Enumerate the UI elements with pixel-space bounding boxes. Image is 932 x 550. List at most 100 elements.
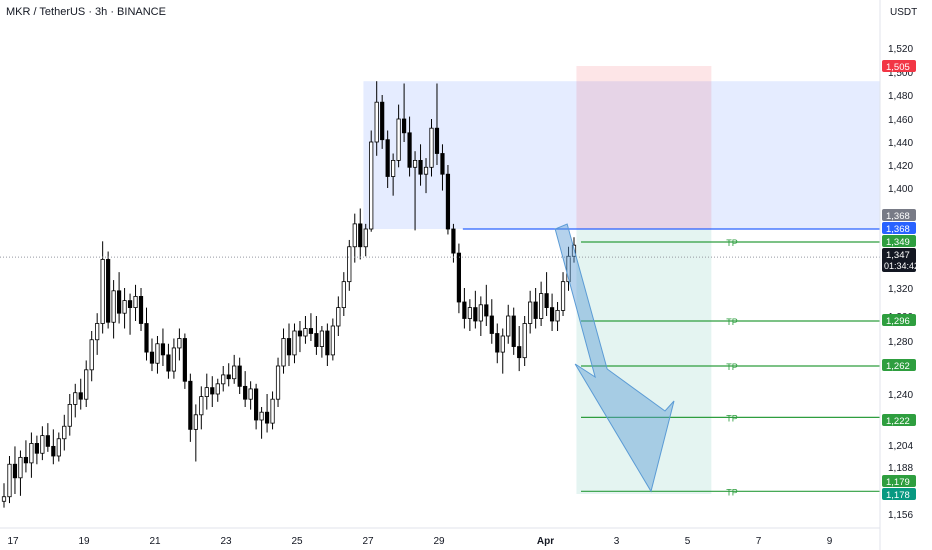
candle (500, 328, 505, 374)
candle (451, 223, 456, 263)
candle-body (451, 228, 456, 254)
candle-body (286, 338, 292, 356)
time-tick-label: 7 (756, 536, 762, 547)
price-tag: 1,505 (882, 60, 916, 73)
currency-label: USDT (890, 7, 918, 18)
time-axis: 17 19 21 23 25 27 29 Apr 3 5 7 9 (7, 536, 832, 547)
candle (45, 423, 50, 452)
candle (363, 223, 368, 257)
time-tick-label: 3 (614, 536, 620, 547)
price-tick-label: 1,400 (888, 184, 913, 195)
candle (391, 153, 396, 196)
candle-body (270, 398, 275, 424)
candle-body (281, 338, 286, 367)
candle-body (418, 159, 423, 175)
time-tick-label: Apr (537, 536, 554, 547)
candle (12, 446, 18, 494)
candle-body (89, 339, 94, 371)
price-tag-text: 1,505 (886, 62, 910, 73)
candle (51, 429, 56, 465)
candle (297, 321, 303, 353)
candle-body (369, 141, 374, 230)
candle-body (445, 173, 451, 230)
candle (374, 81, 379, 156)
candle (412, 151, 418, 231)
candle (133, 284, 138, 321)
candle-body (539, 293, 544, 319)
candle (232, 354, 237, 384)
candle-body (111, 290, 116, 323)
candle (489, 299, 494, 344)
candle (330, 318, 335, 361)
candle (106, 251, 111, 329)
candle-body (401, 118, 407, 134)
candle (155, 336, 160, 374)
candle-body (522, 323, 527, 359)
price-tag-bg (882, 488, 916, 500)
candle-body (517, 346, 522, 359)
candle-body (292, 330, 297, 356)
tp-label: TP (726, 362, 738, 372)
candle-body (34, 443, 39, 454)
candle (160, 328, 166, 366)
candle (23, 440, 29, 473)
price-tick-label: 1,460 (888, 115, 913, 126)
down-arrow-drawing (554, 223, 675, 493)
candle (73, 383, 78, 418)
candle (127, 293, 133, 335)
candle-body (566, 255, 571, 283)
candle (243, 371, 248, 407)
price-tag: 1,222 (882, 414, 916, 427)
candle-body (571, 244, 577, 257)
price-tag: 1,179 (882, 475, 916, 488)
candle-body (489, 315, 494, 334)
candle-body (396, 118, 401, 161)
candle-body (160, 343, 166, 356)
target-zone (576, 229, 712, 494)
candle-body (506, 315, 511, 337)
candle-body (78, 392, 83, 400)
candle-body (226, 374, 231, 380)
time-tick-label: 23 (220, 536, 232, 547)
candle-body (495, 333, 500, 353)
tp-label: TP (726, 487, 738, 497)
candle-body (133, 295, 138, 308)
candle (341, 272, 346, 316)
candle (95, 313, 100, 355)
candle-body (385, 139, 390, 177)
candle-body (429, 127, 434, 168)
candle (434, 83, 440, 165)
candle-body (232, 365, 237, 380)
tp-label: TP (726, 238, 738, 248)
candle (40, 426, 45, 461)
candle-body (358, 223, 363, 248)
candle (517, 326, 522, 372)
candle-body (248, 388, 253, 400)
price-labels: 1,5051,3681,3681,3491,34701:34:421,2961,… (882, 60, 919, 501)
price-tag-bg (882, 248, 916, 272)
candle (566, 246, 571, 291)
candle (116, 272, 122, 324)
candle (522, 316, 527, 366)
candle-body (440, 153, 445, 175)
candle (182, 333, 187, 389)
candle-body (467, 307, 472, 319)
candle (440, 144, 445, 191)
candle (533, 288, 538, 329)
candle-body (511, 315, 516, 347)
candle (352, 213, 357, 263)
candle-body (199, 396, 204, 416)
candle-body (352, 223, 357, 248)
candle (248, 381, 253, 410)
candle (226, 363, 231, 387)
candle-body (423, 166, 429, 175)
price-tag-text: 1,368 (886, 224, 910, 235)
candle-body (100, 259, 105, 324)
price-tag-text: 1,262 (886, 361, 910, 372)
candle (100, 241, 105, 334)
candle-body (155, 343, 160, 364)
candle-body (127, 300, 133, 309)
price-tag-text: 1,179 (886, 477, 910, 488)
candle-body (407, 132, 412, 168)
